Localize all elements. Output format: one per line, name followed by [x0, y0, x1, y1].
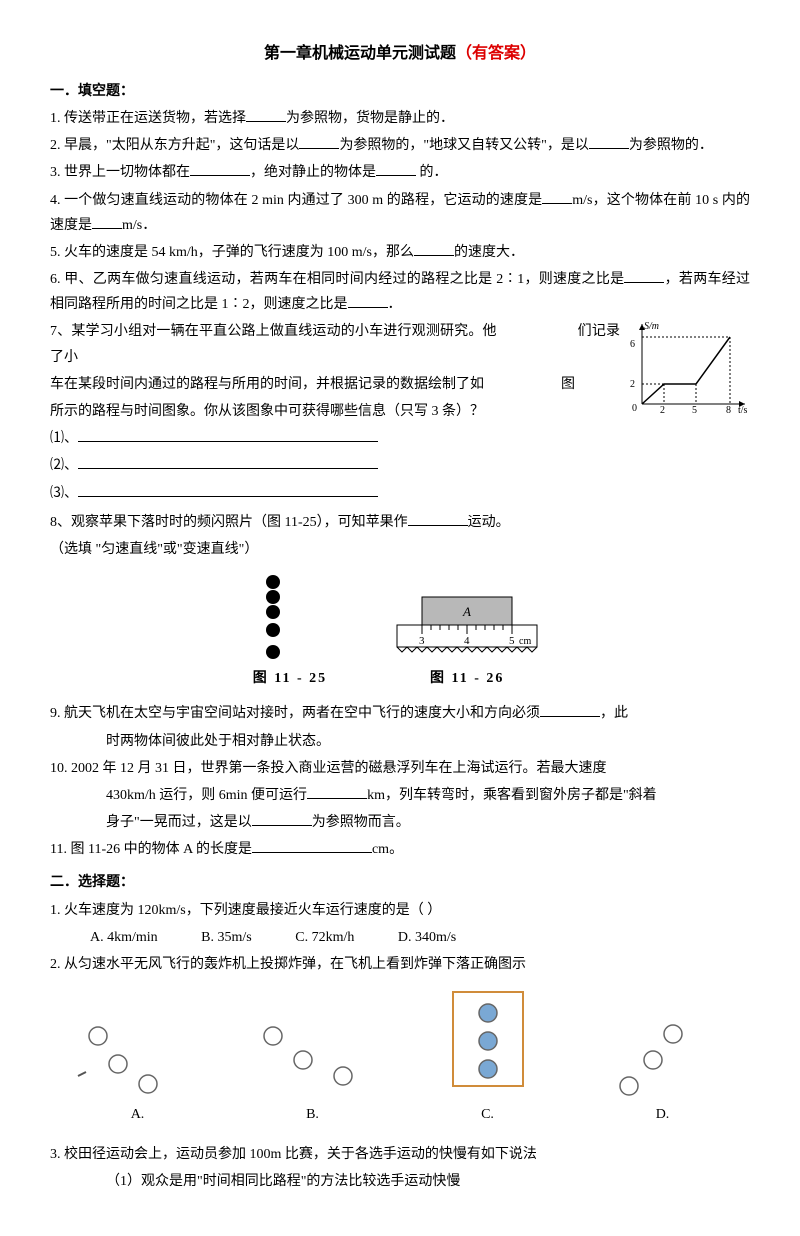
- figure-row: 图 11 - 25 A 3 4 5 cm 图 11 - 26: [50, 572, 750, 691]
- blank: [589, 134, 629, 149]
- question-6: 6. 甲、乙两车做匀速直线运动，若两车在相同时间内经过的路程之比是 2∶1，则速…: [50, 267, 750, 317]
- choice-b: B.: [243, 1016, 383, 1127]
- svg-text:2: 2: [660, 405, 665, 414]
- question-2: 2. 早晨，"太阳从东方升起"，这句话是以为参照物的，"地球又自转又公转"，是以…: [50, 133, 750, 158]
- svg-text:4: 4: [464, 635, 470, 647]
- svg-text:S/m: S/m: [644, 321, 659, 332]
- fig-11-26: A 3 4 5 cm 图 11 - 26: [387, 592, 547, 691]
- question-10: 10. 2002 年 12 月 31 日，世界第一条投入商业运营的磁悬浮列车在上…: [50, 756, 750, 781]
- section-1-header: 一．填空题：: [50, 79, 750, 104]
- blank: [252, 838, 372, 853]
- page-title: 第一章机械运动单元测试题（有答案）: [50, 40, 750, 69]
- question-8: 8、观察苹果下落时时的频闪照片（图 11-25），可知苹果作运动。: [50, 510, 750, 535]
- question-5: 5. 火车的速度是 54 km/h，子弹的飞行速度为 100 m/s，那么的速度…: [50, 240, 750, 265]
- question-8-hint: （选填 "匀速直线"或"变速直线"）: [50, 537, 750, 562]
- question-7-block: 0 2 5 t/s 2 6 S/m 8 7、某学习小组对一辆在平直公路上做直线运…: [50, 319, 750, 505]
- mc-1-options: A. 4km/min B. 35m/s C. 72km/h D. 340m/s: [50, 925, 750, 950]
- fig-11-25: 图 11 - 25: [253, 572, 327, 691]
- svg-text:A: A: [462, 604, 471, 619]
- blank: [246, 107, 286, 122]
- blank: [252, 811, 312, 826]
- question-4: 4. 一个做匀速直线运动的物体在 2 min 内通过了 300 m 的路程，它运…: [50, 188, 750, 238]
- blank: [190, 161, 250, 176]
- title-main: 第一章机械运动单元测试题: [264, 45, 456, 62]
- section-2-header: 二．选择题：: [50, 870, 750, 895]
- choice-figures: A. B. C. D.: [50, 991, 750, 1127]
- st-chart-svg: 0 2 5 t/s 2 6 S/m 8: [630, 319, 750, 414]
- question-1: 1. 传送带正在运送货物，若选择为参照物，货物是静止的．: [50, 106, 750, 131]
- svg-text:cm: cm: [519, 636, 531, 647]
- blank: [307, 784, 367, 799]
- blank: [414, 241, 454, 256]
- blank: [92, 214, 122, 229]
- svg-text:t/s: t/s: [738, 405, 748, 414]
- ruler-svg: A 3 4 5 cm: [387, 592, 547, 662]
- blank: [78, 454, 378, 469]
- question-3: 3. 世界上一切物体都在，绝对静止的物体是 的．: [50, 160, 750, 185]
- blank: [78, 427, 378, 442]
- svg-text:8: 8: [726, 405, 731, 414]
- mc-question-3: 3. 校田径运动会上，运动员参加 100m 比赛，关于各选手运动的快慢有如下说法: [50, 1142, 750, 1167]
- blank: [376, 161, 416, 176]
- svg-text:0: 0: [632, 403, 637, 414]
- q7-chart: 0 2 5 t/s 2 6 S/m 8: [630, 319, 750, 414]
- choice-c: C.: [418, 991, 558, 1127]
- mc-question-1: 1. 火车速度为 120km/s，下列速度最接近火车运行速度的是（ ）: [50, 898, 750, 923]
- question-9: 9. 航天飞机在太空与宇宙空间站对接时，两者在空中飞行的速度大小和方向必须，此: [50, 701, 750, 726]
- dots-svg: [253, 572, 293, 662]
- svg-text:2: 2: [630, 379, 635, 390]
- svg-text:6: 6: [630, 339, 635, 350]
- blank: [299, 134, 339, 149]
- mc-question-2: 2. 从匀速水平无风飞行的轰炸机上投掷炸弹，在飞机上看到炸弹下落正确图示: [50, 952, 750, 977]
- blank: [542, 189, 572, 204]
- svg-text:5: 5: [692, 405, 697, 414]
- blank: [408, 511, 468, 526]
- svg-text:5: 5: [509, 635, 515, 647]
- blank: [348, 293, 388, 308]
- blank: [624, 268, 664, 283]
- choice-a: A.: [68, 1016, 208, 1127]
- svg-text:3: 3: [419, 635, 425, 647]
- choice-d: D.: [593, 1016, 733, 1127]
- title-suffix: （有答案）: [456, 45, 536, 62]
- question-11: 11. 图 11-26 中的物体 A 的长度是cm。: [50, 837, 750, 862]
- blank: [540, 702, 600, 717]
- blank: [78, 482, 378, 497]
